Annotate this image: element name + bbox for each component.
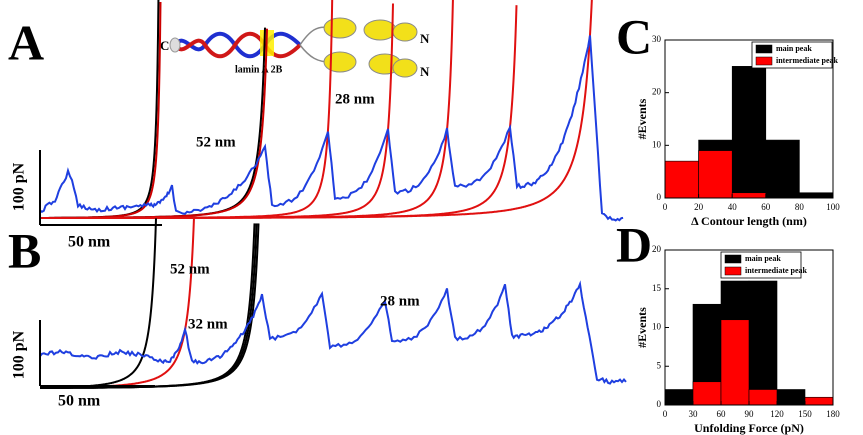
x-tick-label: 80 [795, 202, 805, 212]
y-tick-label: 20 [652, 244, 662, 254]
y-tick-label: 10 [652, 322, 662, 332]
force-trace [39, 280, 627, 385]
legend-label: intermediate peak [776, 56, 839, 65]
annotation: 52 nm [196, 134, 236, 150]
panel-letter: A [8, 14, 44, 70]
bar [692, 381, 722, 406]
y-axis-label: #Events [635, 307, 649, 348]
x-tick-label: 100 [826, 202, 840, 212]
scale-label: 50 nm [68, 234, 111, 251]
panel-letter: B [8, 222, 41, 278]
annotation: 28 nm [380, 293, 420, 309]
x-tick-label: 60 [761, 202, 771, 212]
panel-letter: D [616, 216, 652, 272]
traces [39, 0, 627, 389]
annotation: 52 nm [170, 261, 210, 277]
x-tick-label: 150 [798, 409, 812, 419]
y-tick-label: 0 [657, 192, 662, 202]
bar [731, 66, 767, 199]
y-tick-label: 20 [652, 87, 662, 97]
scale-bars [39, 150, 162, 387]
bar [776, 389, 806, 406]
legend-swatch [724, 254, 742, 264]
bar [698, 150, 733, 199]
y-tick-label: 5 [657, 360, 662, 370]
terminus-label: C [160, 38, 169, 53]
bar [799, 192, 834, 199]
y-tick-label: 0 [657, 399, 662, 409]
force-trace [39, 35, 624, 222]
annotation: 32 nm [188, 316, 228, 332]
annotation: 28 nm [335, 91, 375, 107]
x-tick-label: 120 [770, 409, 784, 419]
scale-label: 100 pN [11, 162, 28, 211]
y-axis-label: #Events [635, 98, 649, 139]
wlc-fit [40, 0, 593, 219]
x-axis-label: Unfolding Force (pN) [694, 421, 804, 435]
bar [748, 389, 778, 406]
legend-label: main peak [776, 44, 812, 53]
y-tick-label: 15 [652, 283, 662, 293]
x-axis-label: Δ Contour length (nm) [691, 214, 807, 228]
domain-label: lamin A 2B [235, 64, 283, 75]
bar [748, 280, 778, 406]
x-tick-label: 180 [826, 409, 840, 419]
x-tick-label: 60 [717, 409, 727, 419]
panel-letter: C [616, 8, 652, 64]
x-tick-label: 0 [663, 409, 668, 419]
y-tick-label: 30 [652, 34, 662, 44]
legend-swatch [724, 266, 742, 276]
bar [731, 192, 767, 199]
legend-label: main peak [745, 254, 781, 263]
terminus-label: N [420, 31, 430, 46]
x-tick-label: 40 [728, 202, 738, 212]
x-tick-label: 20 [694, 202, 704, 212]
x-tick-label: 0 [663, 202, 668, 212]
scale-label: 100 pN [11, 330, 28, 379]
bar [664, 160, 699, 199]
x-tick-label: 30 [689, 409, 699, 419]
scale-label: 50 nm [58, 393, 101, 410]
bar [664, 389, 694, 406]
legend-label: intermediate peak [745, 266, 808, 275]
y-tick-label: 10 [652, 139, 662, 149]
bar [765, 139, 800, 199]
terminus-label: N [420, 64, 430, 79]
bar [720, 319, 750, 406]
legend-swatch [755, 44, 773, 54]
bar [804, 396, 834, 406]
legend-swatch [755, 56, 773, 66]
axes-frame [664, 39, 834, 199]
x-tick-label: 90 [745, 409, 755, 419]
terminus [169, 37, 181, 53]
